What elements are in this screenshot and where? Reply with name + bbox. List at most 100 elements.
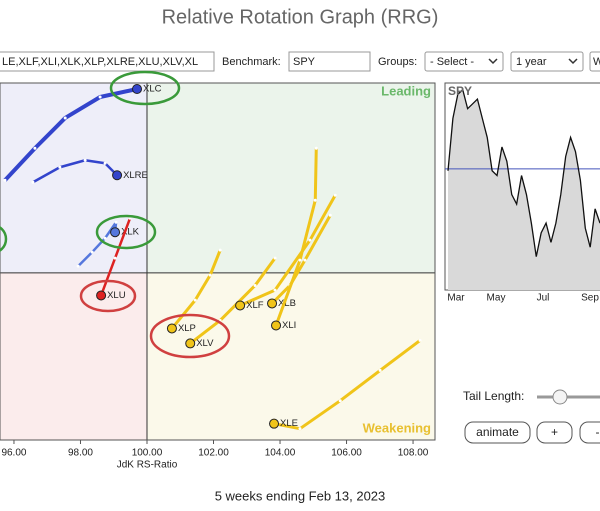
benchmark-text: SPY	[293, 56, 316, 68]
footer: 5 weeks ending Feb 13, 2023	[215, 488, 386, 503]
head[interactable]	[112, 170, 123, 181]
tail-dot	[273, 256, 277, 260]
highlight	[149, 313, 231, 359]
head[interactable]	[267, 298, 278, 309]
tail-dot	[193, 298, 197, 302]
symbol-label: XLK	[121, 227, 140, 238]
tail-dot	[218, 248, 222, 252]
symbol-label: XLB	[278, 298, 296, 309]
tail-dot	[308, 238, 312, 242]
spy-chart: SPY Mar May Jul Sep	[444, 82, 600, 304]
x-tick-label: 96.00	[1, 448, 26, 459]
period-select[interactable]	[510, 51, 584, 72]
tail-dot	[253, 283, 257, 287]
chevron	[568, 58, 578, 65]
button-label: -	[596, 425, 600, 439]
button[interactable]	[464, 421, 531, 444]
highlight	[79, 279, 137, 313]
highlight	[109, 70, 181, 106]
benchmark-label: Benchmark:	[222, 56, 281, 68]
groups-select[interactable]	[424, 51, 504, 72]
tail-dot	[63, 116, 67, 120]
tail-label: Tail Length:	[463, 389, 524, 403]
tail-dot	[90, 250, 94, 254]
groups-label: Groups:	[378, 56, 417, 68]
symbols-input[interactable]	[0, 51, 215, 72]
spy-name: SPY	[448, 84, 472, 98]
head[interactable]	[185, 338, 196, 349]
rrg-chart: Leading Weakening 96.00 98.00 100.00 102.00 10…	[0, 70, 436, 471]
button[interactable]	[536, 421, 573, 444]
tail-dot	[103, 161, 107, 165]
symbols-text: LE,XLF,XLI,XLK,XLP,XLRE,XLU,XLV,XL	[2, 56, 198, 68]
x-tick-label: 106.00	[331, 448, 362, 459]
button[interactable]	[579, 421, 600, 444]
symbol-label: XLF	[246, 300, 264, 311]
tail-dot	[338, 399, 342, 403]
quadrant-leading	[146, 83, 435, 273]
tail-dot	[33, 146, 37, 150]
tail	[270, 214, 332, 305]
slider-handle[interactable]	[552, 389, 568, 405]
benchmark-input[interactable]	[288, 51, 371, 72]
x-tick-label: 98.00	[68, 448, 93, 459]
highlight	[0, 226, 8, 252]
symbol-label: XLV	[196, 338, 214, 349]
x-tick-label: 102.00	[198, 448, 229, 459]
tail-dot	[314, 146, 318, 150]
tail-dot	[303, 258, 307, 262]
symbol-label: XLC	[143, 84, 162, 95]
tail-dot	[58, 165, 62, 169]
groups-text: - Select -	[430, 56, 474, 68]
spy-area	[448, 89, 600, 291]
tail	[274, 148, 318, 326]
month-label: Jul	[537, 293, 550, 304]
month-label: Sep	[581, 293, 599, 304]
head[interactable]	[110, 227, 121, 238]
head[interactable]	[269, 418, 280, 429]
x-axis-label: JdK RS-Ratio	[117, 460, 178, 471]
tail-dot	[333, 193, 337, 197]
symbol-label: XLP	[178, 323, 196, 334]
symbol-label: XLRE	[123, 170, 148, 181]
tail-dot	[128, 216, 132, 220]
tail-dot	[113, 256, 117, 260]
title: Relative Rotation Graph (RRG)	[162, 6, 439, 28]
tail-dot	[378, 368, 382, 372]
button-label: +	[551, 425, 558, 439]
quadrant-lagging	[0, 272, 147, 440]
head[interactable]	[271, 320, 282, 331]
tail-dot	[83, 158, 87, 162]
x-tick-label: 108.00	[398, 448, 429, 459]
quadrant-label: Weakening	[363, 420, 431, 435]
button-label: animate	[476, 425, 519, 439]
tail-dot	[114, 220, 118, 224]
tail-dot	[298, 427, 302, 431]
symbol-label: XLU	[107, 290, 126, 301]
spy-line	[447, 88, 600, 257]
partial-text: W	[593, 56, 600, 68]
tail	[239, 194, 337, 307]
tail-dot	[103, 236, 107, 240]
head[interactable]	[96, 290, 107, 301]
chevron	[488, 58, 498, 65]
tail-dot	[98, 95, 102, 99]
x-tick-label: 104.00	[265, 448, 296, 459]
symbol-label: XLE	[280, 418, 298, 429]
head[interactable]	[235, 300, 246, 311]
head[interactable]	[166, 323, 177, 334]
partial-select[interactable]	[589, 51, 600, 72]
tail-dot	[208, 273, 212, 277]
highlight	[95, 214, 157, 250]
tail-dot	[298, 258, 302, 262]
plot-border	[0, 82, 436, 441]
symbol-label: XLI	[282, 320, 296, 331]
tail-dot	[313, 198, 317, 202]
tail-dot	[31, 180, 35, 184]
month-label: Mar	[447, 293, 465, 304]
tail-dot	[76, 264, 80, 268]
period-text: 1 year	[516, 56, 547, 68]
head[interactable]	[132, 83, 143, 94]
tail-dot	[418, 338, 422, 342]
